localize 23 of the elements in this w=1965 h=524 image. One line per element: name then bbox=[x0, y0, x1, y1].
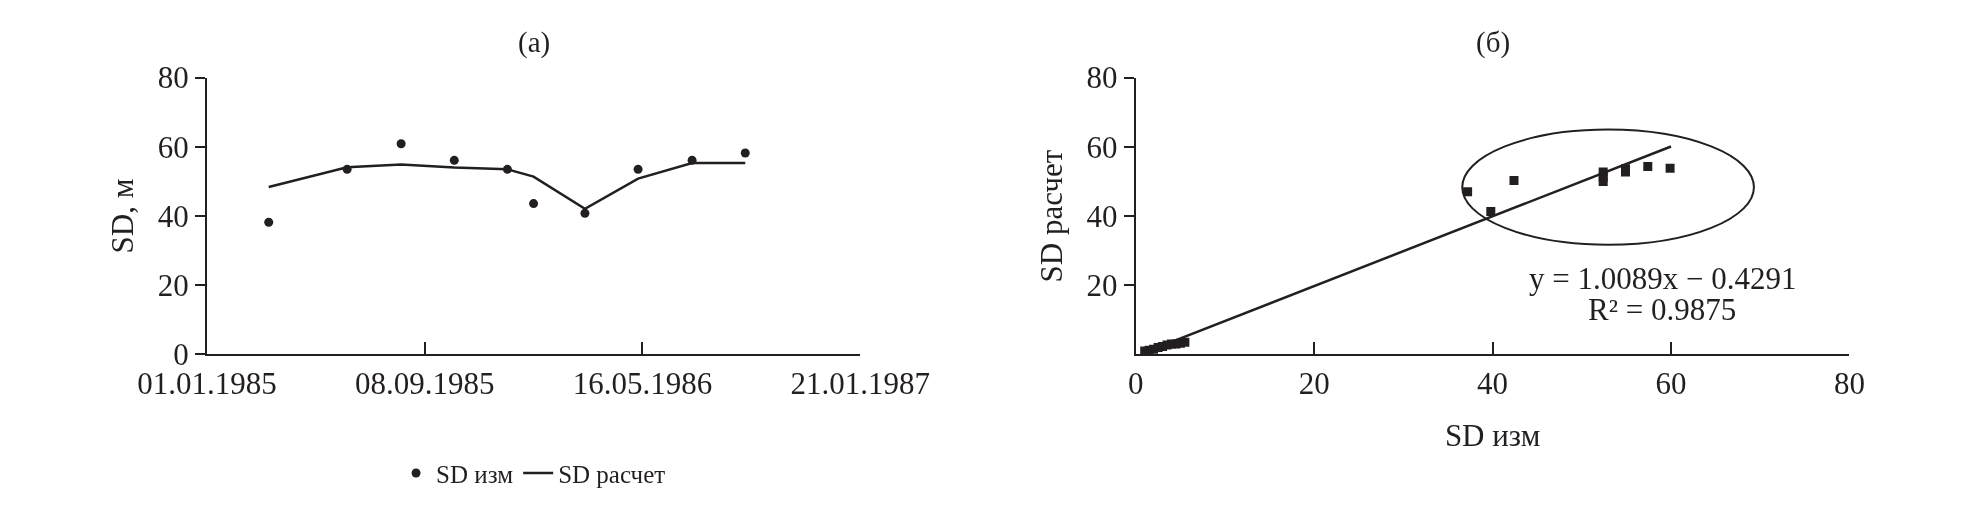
x-tick-label: 80 bbox=[1833, 365, 1865, 401]
x-tick-label: 20 bbox=[1298, 365, 1330, 401]
y-tick-label: 80 bbox=[1086, 60, 1118, 96]
y-axis-title: SD, м bbox=[104, 178, 140, 254]
y-tick-label: 80 bbox=[157, 60, 189, 96]
chart-title: (a) bbox=[518, 26, 551, 59]
y-axis-title: SD расчет bbox=[1033, 149, 1069, 283]
y-tick-label: 40 bbox=[157, 198, 189, 234]
y-tick-label: 20 bbox=[157, 268, 189, 304]
chart-title: (б) bbox=[1476, 26, 1511, 59]
y-tick-label: 60 bbox=[157, 129, 189, 165]
x-tick-label: 40 bbox=[1477, 365, 1509, 401]
x-tick-label: 08.09.1985 bbox=[354, 365, 495, 401]
y-tick-label: 20 bbox=[1086, 268, 1118, 304]
x-tick-label: 60 bbox=[1655, 365, 1687, 401]
y-tick-label: 60 bbox=[1086, 129, 1118, 165]
y-tick-label: 40 bbox=[1086, 198, 1118, 234]
legend-label: SD расчет bbox=[558, 460, 666, 488]
x-tick-label: 0 bbox=[1128, 365, 1144, 401]
x-tick-label: 16.05.1986 bbox=[572, 365, 713, 401]
x-axis-title: SD изм bbox=[1444, 418, 1541, 454]
x-tick-label: 21.01.1987 bbox=[790, 365, 930, 401]
legend-label: SD изм bbox=[436, 460, 514, 488]
